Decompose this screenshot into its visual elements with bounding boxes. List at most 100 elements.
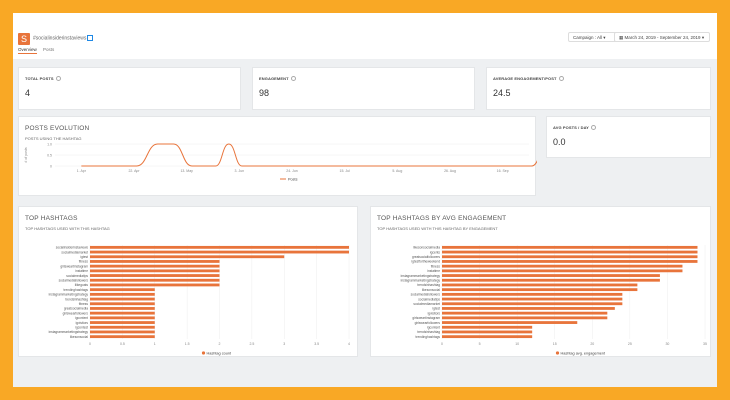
campaign-select[interactable]: Campaign : All ▾ bbox=[568, 32, 620, 42]
category-label: likesonsocial bbox=[422, 288, 440, 292]
legend-label: Posts bbox=[288, 177, 298, 181]
category-label: girlsweartinstagram bbox=[412, 316, 440, 320]
kpi-engagement: ENGAGEMENT 98 bbox=[252, 67, 475, 110]
section-subtitle: POSTS USING THE HASHTAG bbox=[25, 136, 82, 141]
posts-series-line bbox=[81, 143, 537, 167]
category-label: trendsinhashtag bbox=[417, 330, 440, 334]
bar bbox=[90, 330, 155, 334]
section-subtitle: TOP HASHTAGS USED WITH THIS HASHTAG bbox=[25, 226, 110, 231]
kpi-label: AVERAGE ENGAGEMENT/POST bbox=[493, 76, 564, 82]
section-title: TOP HASHTAGS bbox=[25, 215, 78, 222]
category-label: socialmediamarket bbox=[61, 250, 88, 254]
kpi-label: ENGAGEMENT bbox=[259, 76, 296, 82]
x-tick-label: 1 bbox=[154, 342, 156, 346]
x-tick-label: 1. Apr bbox=[77, 169, 87, 173]
category-label: instatime bbox=[427, 269, 440, 273]
x-tick-label: 0.5 bbox=[120, 342, 125, 346]
bar bbox=[90, 245, 349, 249]
category-label: igvisitors bbox=[76, 321, 89, 325]
category-label: instagrammarketingstrategy bbox=[49, 293, 89, 297]
category-label: igcontent bbox=[427, 325, 440, 329]
category-label: socialmediatips bbox=[66, 274, 88, 278]
x-tick-label: 22. Apr bbox=[128, 169, 140, 173]
x-tick-label: 10 bbox=[515, 342, 519, 346]
category-label: ilikegoats bbox=[75, 283, 89, 287]
x-tick-label: 3 bbox=[283, 342, 285, 346]
kpi-average-engagement: AVERAGE ENGAGEMENT/POST 24.5 bbox=[486, 67, 711, 110]
x-tick-label: 24. Jun bbox=[286, 169, 298, 173]
bar bbox=[442, 255, 698, 259]
category-label: igtestfortheweekend bbox=[411, 260, 440, 264]
bar bbox=[90, 269, 220, 273]
category-label: greatsocialfollowers bbox=[412, 255, 440, 259]
x-tick-label: 13. May bbox=[180, 169, 193, 173]
category-label: socialmediafollowers bbox=[411, 293, 441, 297]
kpi-value: 24.5 bbox=[493, 88, 511, 98]
bar bbox=[90, 335, 155, 339]
category-label: socialmediatips bbox=[418, 297, 440, 301]
category-label: igcontent bbox=[75, 316, 88, 320]
info-icon[interactable] bbox=[558, 76, 564, 82]
legend-swatch bbox=[201, 351, 206, 355]
bar bbox=[90, 278, 220, 282]
bar bbox=[442, 302, 623, 306]
bar bbox=[90, 325, 155, 329]
bar bbox=[442, 283, 638, 287]
x-tick-label: 30 bbox=[665, 342, 669, 346]
x-tick-label: 26. Aug bbox=[444, 169, 456, 173]
hashtag-title: #socialinsiderinstaviews bbox=[33, 35, 87, 42]
avg-posts-card: AVG POSTS / DAY 0.0 bbox=[546, 116, 711, 158]
category-label: fitness bbox=[79, 302, 89, 306]
bar bbox=[90, 302, 155, 306]
bar bbox=[90, 288, 155, 292]
app-frame: S #socialinsiderinstaviews Overview Post… bbox=[13, 13, 717, 387]
category-label: trendsinhashtag bbox=[417, 283, 440, 287]
x-tick-label: 25 bbox=[628, 342, 632, 346]
x-tick-label: 1.5 bbox=[185, 342, 190, 346]
info-icon[interactable] bbox=[290, 76, 296, 82]
external-link-icon[interactable] bbox=[87, 35, 94, 41]
bar bbox=[90, 311, 155, 315]
tab-posts[interactable]: Posts bbox=[43, 47, 55, 52]
bar bbox=[90, 292, 155, 296]
kpi-total-posts: TOTAL POSTS 4 bbox=[18, 67, 241, 110]
category-label: igtest bbox=[432, 307, 440, 311]
bar bbox=[442, 307, 615, 310]
top-hashtags-chart: 0 0.5 1 1.5 2 2.5 3 3.5 4 socialinsiderinstaviews… bbox=[49, 245, 350, 355]
info-icon[interactable] bbox=[590, 125, 596, 131]
tab-overview[interactable]: Overview bbox=[18, 47, 37, 54]
bar bbox=[90, 255, 285, 259]
bar bbox=[90, 283, 220, 287]
bar bbox=[442, 278, 660, 282]
category-label: igtest bbox=[80, 255, 88, 259]
category-label: fitness bbox=[431, 264, 441, 268]
x-tick-label: 0 bbox=[89, 342, 91, 346]
bar bbox=[442, 311, 608, 315]
bar bbox=[90, 316, 155, 320]
info-icon[interactable] bbox=[55, 76, 61, 82]
category-label: greatsocialmedia bbox=[64, 307, 88, 311]
posts-evolution-chart: 1.0 0.5 0 # of posts 1. Apr 22. Apr 13. May 3. … bbox=[24, 142, 537, 181]
bar bbox=[442, 297, 623, 301]
bar bbox=[442, 335, 533, 339]
x-tick-label: 3.5 bbox=[314, 342, 319, 346]
category-label: girlswearfollowers bbox=[415, 321, 441, 325]
category-label: instagrammarketingstrategy bbox=[401, 274, 441, 278]
category-label: likesonsocial bbox=[70, 335, 88, 339]
calendar-icon: ▦ bbox=[619, 35, 625, 40]
category-label: igvisitors bbox=[428, 311, 441, 315]
bar bbox=[442, 250, 698, 254]
date-range-picker[interactable]: ▦ March 24, 2019 - September 24, 2019 ▾ bbox=[614, 32, 710, 42]
y-tick-label: 0 bbox=[50, 164, 52, 168]
x-tick-label: 4 bbox=[348, 342, 350, 346]
y-axis-label: # of posts bbox=[24, 147, 28, 162]
kpi-value: 0.0 bbox=[553, 137, 566, 147]
bar bbox=[442, 321, 578, 324]
category-label: trendinghashtags bbox=[64, 288, 89, 292]
top-hashtags-engagement-chart: 0 5 10 15 20 25 30 35likesonsocialmediaigcentsg… bbox=[401, 245, 707, 355]
section-title: POSTS EVOLUTION bbox=[25, 125, 90, 132]
category-label: fitness bbox=[79, 260, 89, 264]
bar bbox=[442, 269, 683, 273]
bar bbox=[90, 250, 349, 254]
date-range-label: March 24, 2019 - September 24, 2019 ▾ bbox=[624, 35, 705, 40]
